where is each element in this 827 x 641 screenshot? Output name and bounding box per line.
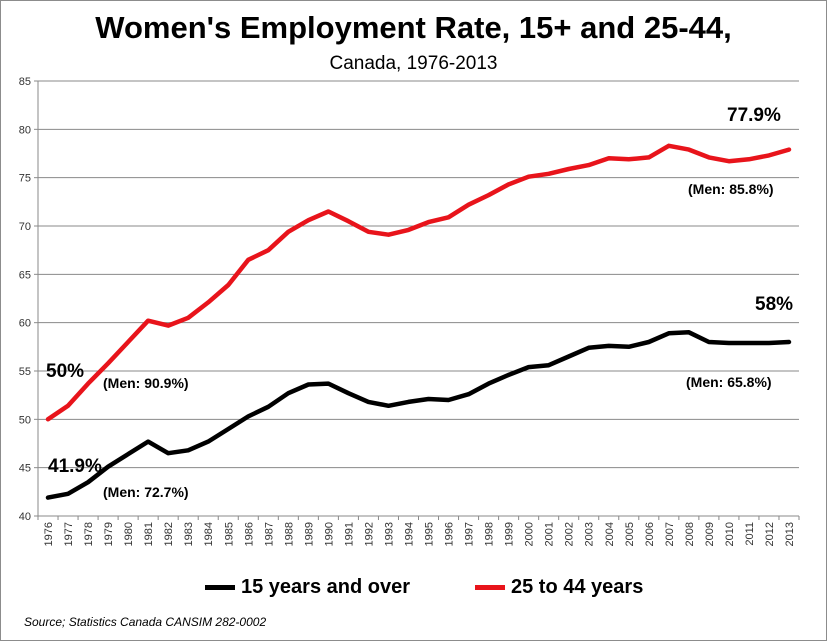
y-tick-label: 75	[19, 173, 31, 185]
x-tick-label: 1984	[203, 522, 215, 546]
annotation-black-start: 41.9%	[48, 456, 102, 477]
x-tick-label: 2005	[624, 522, 636, 546]
line-chart: 40 45 50 55 60 65 70 75 80 85 1976 1977 1978 1979 198…	[19, 76, 800, 546]
x-tick-label: 1990	[323, 522, 335, 546]
annotations: 50% (Men: 90.9%) 77.9% (Men: 85.8%) 41.9…	[46, 105, 793, 500]
x-tick-label: 1991	[343, 522, 355, 546]
legend-item-15-plus: 15 years and over	[205, 576, 410, 599]
x-tick-label: 1976	[43, 522, 55, 546]
x-tick-label: 1997	[464, 522, 476, 546]
annotation-red-end-men: (Men: 85.8%)	[688, 181, 774, 197]
annotation-black-end-men: (Men: 65.8%)	[686, 374, 772, 390]
x-tick-label: 2008	[684, 522, 696, 546]
annotation-red-end: 77.9%	[727, 105, 781, 126]
x-tick-label: 2002	[564, 522, 576, 546]
x-tick-label: 2013	[784, 522, 796, 546]
x-tick-label: 1981	[143, 522, 155, 546]
legend: 15 years and over 25 to 44 years	[0, 576, 827, 606]
annotation-red-start-men: (Men: 90.9%)	[103, 375, 189, 391]
x-tick-label: 2009	[704, 522, 716, 546]
x-tick-label: 1989	[303, 522, 315, 546]
y-tick-label: 40	[19, 511, 31, 523]
y-tick-label: 80	[19, 124, 31, 136]
series-lines	[45, 143, 792, 500]
legend-label-25-44: 25 to 44 years	[511, 576, 644, 598]
x-tick-label: 2004	[604, 522, 616, 546]
x-tick-label: 1980	[123, 522, 135, 546]
x-tick-label: 2003	[584, 522, 596, 546]
source-note: Source; Statistics Canada CANSIM 282-000…	[24, 615, 267, 629]
gridlines	[38, 80, 799, 469]
y-axis-ticks: 40 45 50 55 60 65 70 75 80 85	[19, 76, 38, 523]
y-tick-label: 55	[19, 366, 31, 378]
y-tick-label: 85	[19, 76, 31, 88]
x-tick-label: 1993	[383, 522, 395, 546]
axes	[37, 81, 799, 517]
x-tick-label: 1992	[363, 522, 375, 546]
y-tick-label: 50	[19, 414, 31, 426]
x-axis-ticks: 1976 1977 1978 1979 1980 1981 1982 1983 1984 1985…	[37, 516, 800, 546]
y-tick-label: 65	[19, 269, 31, 281]
legend-swatch-red	[475, 585, 505, 590]
x-tick-label: 1978	[83, 522, 95, 546]
legend-swatch-black	[205, 585, 235, 590]
x-tick-label: 1986	[243, 522, 255, 546]
x-tick-label: 1982	[163, 522, 175, 546]
series-line-15-plus	[45, 330, 792, 500]
y-tick-label: 70	[19, 221, 31, 233]
series-line-25-44	[45, 143, 792, 422]
x-tick-label: 1988	[283, 522, 295, 546]
x-tick-label: 1985	[223, 522, 235, 546]
x-tick-label: 1987	[263, 522, 275, 546]
x-tick-label: 2012	[764, 522, 776, 546]
legend-label-15-plus: 15 years and over	[241, 576, 410, 598]
x-tick-label: 2007	[664, 522, 676, 546]
x-tick-label: 2011	[744, 522, 756, 546]
x-tick-label: 1994	[403, 522, 415, 546]
chart-subtitle: Canada, 1976-2013	[329, 53, 498, 74]
x-tick-label: 1979	[103, 522, 115, 546]
x-tick-label: 1998	[484, 522, 496, 546]
y-tick-label: 60	[19, 318, 31, 330]
x-tick-label: 1999	[504, 522, 516, 546]
annotation-black-start-men: (Men: 72.7%)	[103, 484, 189, 500]
x-tick-label: 2010	[724, 522, 736, 546]
x-tick-label: 1995	[424, 522, 436, 546]
x-tick-label: 1977	[63, 522, 75, 546]
legend-item-25-44: 25 to 44 years	[475, 576, 643, 599]
x-tick-label: 1983	[183, 522, 195, 546]
x-tick-label: 1996	[444, 522, 456, 546]
x-tick-label: 2001	[544, 522, 556, 546]
chart-title: Women's Employment Rate, 15+ and 25-44,	[95, 10, 732, 45]
annotation-red-start: 50%	[46, 361, 84, 382]
x-tick-label: 2006	[644, 522, 656, 546]
x-tick-label: 2000	[524, 522, 536, 546]
y-tick-label: 45	[19, 463, 31, 475]
annotation-black-end: 58%	[755, 294, 793, 315]
